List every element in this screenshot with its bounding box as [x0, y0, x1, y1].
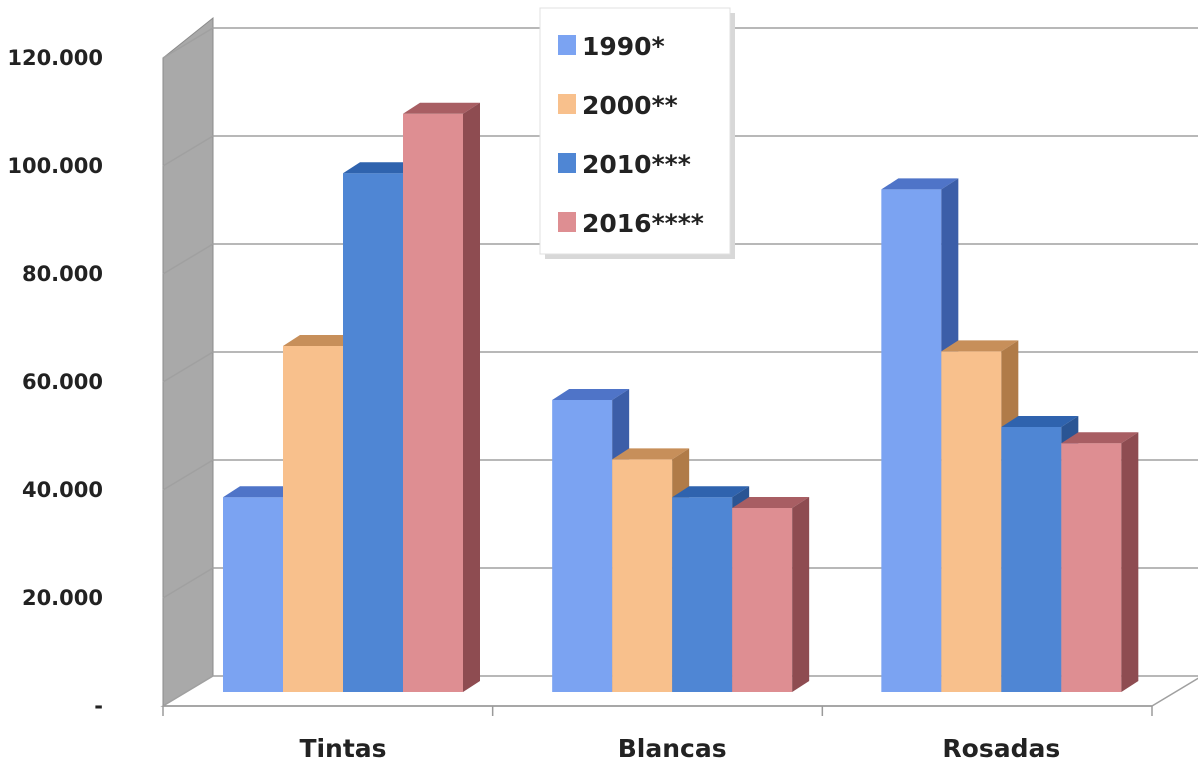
bar-front — [283, 346, 343, 692]
legend-swatch — [558, 212, 576, 232]
bar-side — [1121, 432, 1139, 692]
bar-front — [1001, 427, 1062, 692]
x-axis-category-labels: Tintas Blancas Rosadas — [299, 734, 1060, 763]
bar-top — [881, 178, 959, 190]
bar-front — [403, 113, 463, 693]
bar-top — [612, 448, 690, 460]
bar-top — [1001, 416, 1079, 427]
gridline — [162, 459, 1198, 491]
gridline — [162, 351, 1198, 383]
y-tick-label: 60.000 — [22, 370, 103, 394]
legend-label: 2016**** — [582, 209, 704, 238]
bar-top — [941, 340, 1019, 352]
bar-top — [552, 389, 630, 400]
bar-front — [672, 497, 733, 692]
legend-swatch — [558, 94, 576, 114]
bar-front — [612, 459, 673, 692]
gridline — [162, 27, 1198, 59]
bar-top — [403, 102, 480, 114]
bar — [403, 102, 480, 693]
bar-top — [1061, 432, 1139, 444]
bar-front — [941, 351, 1002, 692]
legend-label: 2000** — [582, 91, 678, 120]
y-tick-label: 120.000 — [7, 46, 103, 70]
y-tick-label: 20.000 — [22, 586, 103, 610]
bar-top — [283, 335, 360, 346]
bar-front — [343, 173, 403, 692]
bar-front — [223, 497, 283, 692]
bar-front — [881, 189, 942, 692]
side-wall — [162, 16, 214, 707]
bar — [1061, 432, 1139, 692]
y-tick-label: - — [94, 694, 103, 718]
x-category-label: Rosadas — [942, 734, 1060, 763]
bar — [732, 497, 810, 692]
bar-front — [1061, 443, 1122, 692]
bar-top — [223, 486, 300, 498]
axes — [162, 705, 1153, 716]
y-tick-label: 80.000 — [22, 262, 103, 286]
x-category-label: Blancas — [618, 734, 727, 763]
bar-top — [343, 162, 420, 174]
legend-swatch — [558, 35, 576, 55]
bar-side — [792, 497, 810, 692]
legend-label: 1990* — [582, 32, 665, 61]
legend-label: 2010*** — [582, 150, 691, 179]
y-axis-tick-labels: - 20.000 40.000 60.000 80.000 100.000 120.000 — [7, 46, 103, 718]
gridline — [162, 135, 1198, 167]
legend: 1990* 2000** 2010*** 2016**** — [539, 7, 735, 259]
y-tick-label: 40.000 — [22, 478, 103, 502]
gridlines — [162, 27, 1198, 599]
legend-swatch — [558, 153, 576, 173]
y-tick-label: 100.000 — [7, 154, 103, 178]
bar-top — [732, 497, 810, 508]
gridline — [162, 243, 1198, 275]
bars — [223, 102, 1139, 693]
x-category-label: Tintas — [299, 734, 386, 763]
bar-front — [732, 508, 793, 692]
bar-top — [672, 486, 750, 498]
bar-side — [463, 102, 480, 693]
bar-front — [552, 400, 613, 692]
gridline — [162, 567, 1198, 599]
